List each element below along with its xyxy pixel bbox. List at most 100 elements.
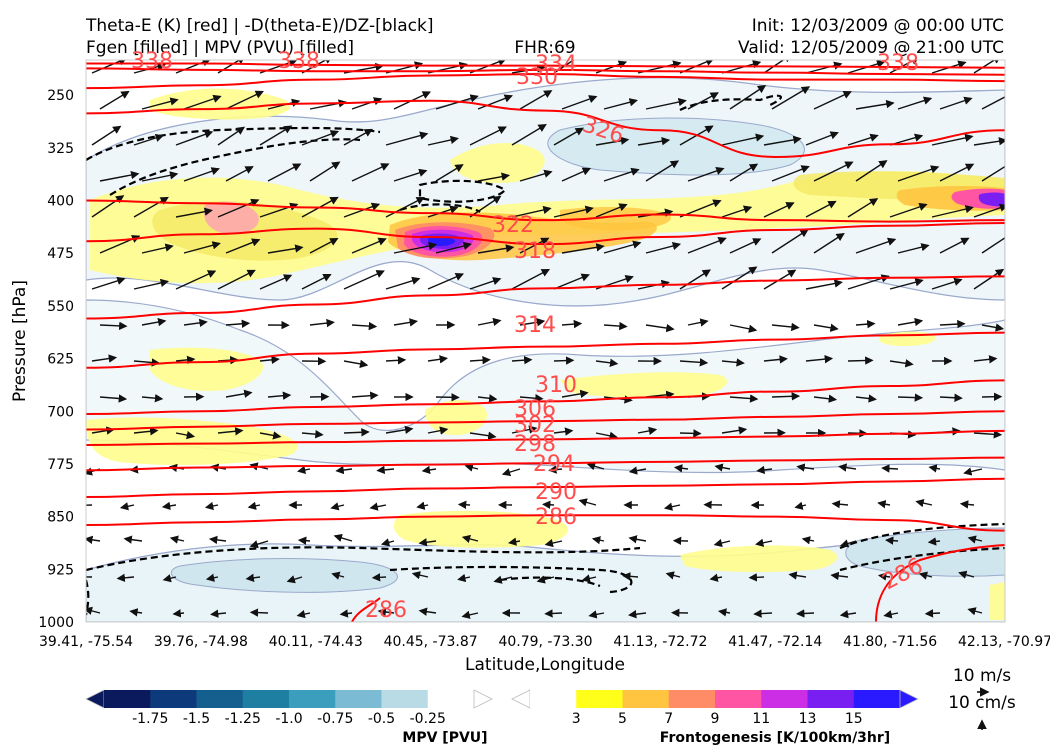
wind-vector: [687, 92, 719, 110]
wind-vector: [544, 609, 563, 618]
wind-vector: [175, 130, 214, 146]
colorbar-tick-label: -1.5: [183, 711, 210, 727]
wind-vector: [637, 426, 658, 436]
wind-vector: [259, 125, 293, 146]
contour-label-330: 330: [516, 65, 558, 90]
wind-vector: [175, 430, 196, 440]
wind-vector: [91, 276, 126, 290]
wind-vector: [561, 95, 598, 110]
wind-vector: [973, 60, 1002, 74]
colorbar-tick-label: 11: [752, 711, 770, 727]
wind-vector: [133, 196, 169, 218]
wind-vector: [595, 431, 618, 440]
chart-title-line1: Theta-E (K) [red] | -D(theta-E)/DZ-[blac…: [85, 16, 434, 36]
contour-label-318: 318: [514, 239, 556, 264]
colorbar-swatch: [427, 690, 475, 708]
theta-e-contour-326: [86, 99, 1005, 158]
wind-vector: [99, 90, 130, 110]
fgen-blob-990: [990, 582, 1005, 620]
theta-e-contour-334: [86, 67, 1005, 76]
wind-vector: [771, 229, 809, 254]
wind-vector: [99, 170, 140, 182]
wind-vector: [141, 97, 179, 110]
wind-vector: [855, 99, 895, 110]
wind-vector: [897, 165, 940, 182]
wind-vector: [553, 356, 575, 365]
theta-e-contour-286-low: [351, 597, 381, 622]
wind-vector: [839, 539, 857, 548]
x-tick-label: 40.11, -74.43: [269, 634, 363, 650]
colorbar-tick-label: -1.0: [275, 711, 302, 727]
contour-label-338-mid: 338: [278, 49, 320, 74]
contour-label-334: 334: [535, 52, 577, 77]
wind-vector: [351, 163, 390, 182]
wind-vector: [805, 200, 837, 218]
theta-e-contour-286-east: [875, 544, 1005, 622]
colorbar-swatch: [104, 690, 151, 708]
wind-vector: [927, 537, 941, 546]
wind-vector: [225, 166, 254, 182]
colorbar-tick-label: -1.75: [132, 711, 168, 727]
wind-vector: [86, 535, 101, 545]
wind-vector: [385, 276, 421, 290]
wind-vector: [553, 205, 594, 218]
stability-contour-10: [839, 546, 1005, 572]
wind-vector-field: [86, 60, 1005, 619]
wind-vector: [457, 573, 471, 583]
wind-vector: [133, 358, 161, 367]
wind-vector: [637, 137, 671, 146]
wind-vector: [343, 202, 381, 218]
wind-vector: [603, 321, 628, 331]
wind-vector: [343, 270, 385, 290]
wind-vector: [885, 536, 899, 545]
wind-vector: [958, 570, 975, 579]
wind-vector: [548, 465, 563, 474]
wind-vector: [330, 502, 345, 511]
wind-vector: [205, 573, 219, 582]
wind-vector: [351, 321, 378, 331]
wind-vector: [91, 354, 118, 363]
wind-vector: [469, 431, 497, 440]
wind-vector: [511, 425, 538, 434]
wind-vector: [801, 536, 815, 545]
wind-vector: [469, 277, 502, 290]
wind-vector: [335, 465, 353, 475]
wind-vector: [519, 237, 550, 254]
wind-vector: [259, 431, 282, 440]
wind-vector: [959, 500, 975, 509]
stability-contour-4: [399, 203, 481, 213]
wind-vector: [813, 232, 845, 254]
chart-title-line2: Fgen [filled] | MPV (PVU) [filled]: [86, 38, 354, 58]
wind-vector: [963, 467, 983, 476]
wind-vector: [561, 167, 592, 182]
wind-vector: [416, 501, 429, 510]
wind-vector: [267, 163, 302, 182]
wind-vector: [855, 237, 897, 254]
contour-label-294: 294: [533, 452, 575, 477]
wind-vector: [116, 573, 135, 582]
wind-vector: [595, 203, 628, 218]
wind-vector: [435, 241, 472, 254]
x-tick-label: 39.41, -75.54: [39, 634, 133, 650]
wind-vector: [553, 273, 590, 290]
wind-vector: [729, 163, 759, 182]
wind-vector: [679, 269, 711, 290]
wind-vector: [511, 355, 533, 365]
wind-vector: [411, 571, 429, 580]
contour-label-286-low: 286: [365, 598, 407, 623]
x-tick-label: 39.76, -74.98: [154, 634, 248, 650]
wind-vector: [519, 169, 553, 182]
wind-vector: [217, 427, 244, 436]
wind-vector: [603, 167, 640, 182]
wind-vector: [889, 202, 928, 218]
wind-vector: [385, 425, 414, 435]
wind-vector: [208, 535, 227, 545]
fgen-mid-blob: [450, 142, 545, 184]
wind-vector: [418, 607, 437, 616]
colorbar-extend-low: [85, 689, 105, 709]
y-axis-label: Pressure [hPa]: [10, 280, 30, 402]
theta-e-contour-286: [86, 514, 1005, 532]
wind-vector: [687, 318, 709, 327]
wind-vector: [622, 572, 639, 581]
